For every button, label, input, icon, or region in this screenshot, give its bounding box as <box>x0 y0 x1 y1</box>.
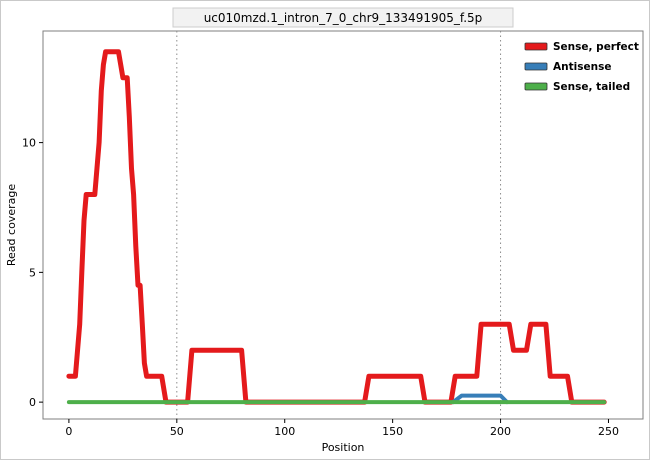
legend-swatch <box>524 82 548 91</box>
reference-lines <box>176 31 502 419</box>
x-tick-label: 150 <box>382 425 403 438</box>
legend: Sense, perfect Antisense Sense, tailed <box>524 41 639 93</box>
series-line <box>451 393 509 405</box>
y-tick-label: 0 <box>29 396 36 409</box>
x-tick-label: 0 <box>65 425 72 438</box>
y-tick-label: 5 <box>29 266 36 279</box>
x-tick-label: 250 <box>598 425 619 438</box>
axes: 0 50 100 150 200 250 0 5 10 <box>22 137 619 438</box>
legend-label: Sense, tailed <box>553 81 630 93</box>
chart-title: uc010mzd.1_intron_7_0_chr9_133491905_f.5… <box>204 11 483 25</box>
x-axis-label: Position <box>322 441 365 454</box>
title-strip <box>172 7 514 28</box>
legend-label: Sense, perfect <box>553 41 639 53</box>
y-tick-label: 10 <box>22 137 36 150</box>
series-line <box>66 49 607 405</box>
series-lines <box>66 49 607 405</box>
legend-label: Antisense <box>553 61 611 73</box>
x-tick-label: 100 <box>274 425 295 438</box>
legend-swatch <box>524 42 548 51</box>
x-tick-label: 200 <box>490 425 511 438</box>
legend-swatch <box>524 62 548 71</box>
y-axis-label: Read coverage <box>5 184 18 266</box>
x-tick-label: 50 <box>170 425 184 438</box>
